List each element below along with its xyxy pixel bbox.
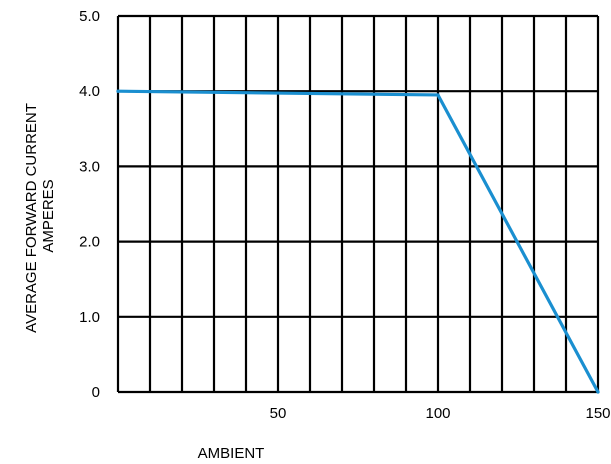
series-layer	[116, 89, 600, 394]
y-tick-labels: 0 1.0 2.0 3.0 4.0 5.0	[79, 8, 100, 401]
series-point	[436, 93, 440, 97]
y-tick-label: 4.0	[79, 83, 100, 100]
y-tick-label: 0	[92, 384, 100, 401]
series-point	[596, 390, 600, 394]
x-tick-label: 100	[425, 405, 450, 422]
series-point	[116, 89, 120, 93]
x-axis-title: AMBIENT	[198, 445, 265, 462]
x-tick-label: 50	[270, 405, 287, 422]
y-axis-title-line-2: AMPERES	[40, 179, 57, 252]
x-tick-label: 150	[585, 405, 610, 422]
y-tick-label: 5.0	[79, 8, 100, 25]
y-tick-label: 1.0	[79, 309, 100, 326]
y-tick-label: 2.0	[79, 234, 100, 251]
y-tick-label: 3.0	[79, 158, 100, 175]
y-axis-title: AVERAGE FORWARD CURRENT AMPERES	[23, 99, 57, 333]
grid	[116, 14, 600, 394]
x-tick-labels: 50 100 150	[270, 405, 611, 422]
y-axis-title-line-1: AVERAGE FORWARD CURRENT	[23, 103, 40, 333]
